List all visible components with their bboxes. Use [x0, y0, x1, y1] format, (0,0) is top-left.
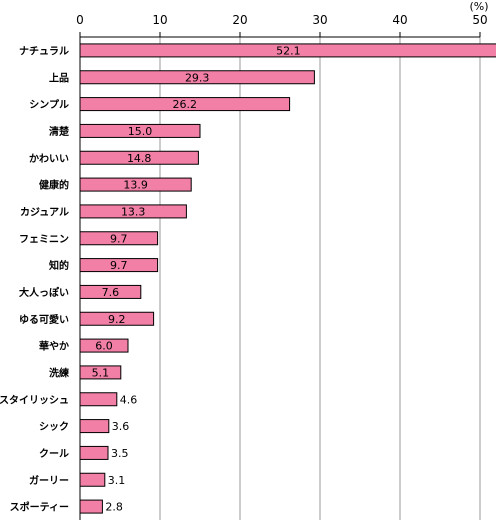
value-label: 9.7: [110, 259, 128, 272]
x-tick-label: 50: [472, 13, 487, 27]
bar: [79, 43, 496, 58]
value-label: 7.6: [102, 286, 120, 299]
value-label: 6.0: [95, 340, 113, 353]
bar: [79, 284, 142, 299]
bar: [79, 258, 159, 273]
value-label: 13.9: [123, 179, 148, 192]
value-label: 26.2: [173, 98, 198, 111]
value-label: 5.1: [92, 366, 110, 379]
value-label: 3.1: [108, 474, 126, 487]
bar: [79, 472, 106, 487]
bar: [79, 392, 118, 407]
value-label: 3.6: [112, 420, 130, 433]
x-tick-label: 0: [76, 13, 84, 27]
category-label: クール: [39, 448, 69, 460]
category-labels: ナチュラル上品シンプル清楚かわいい健康的カジュアルフェミニン知的大人っぽいゆる可…: [0, 45, 69, 513]
value-label: 2.8: [105, 501, 123, 514]
bar: [79, 123, 201, 138]
bar: [79, 150, 199, 165]
category-label: シック: [39, 421, 69, 433]
category-label: ゆる可愛い: [19, 313, 69, 326]
category-label: 清楚: [49, 125, 69, 138]
x-axis-ticks: 0 10 20 30 40 50: [76, 13, 487, 27]
bar: [79, 204, 187, 219]
bars: [79, 43, 496, 514]
category-label: 知的: [48, 259, 69, 272]
x-tick-label: 40: [392, 13, 407, 27]
value-label: 9.2: [108, 313, 126, 326]
value-label: 52.1: [276, 44, 301, 57]
category-label: 上品: [49, 71, 69, 84]
value-label: 29.3: [185, 71, 210, 84]
gridlines: [79, 32, 481, 520]
value-label: 15.0: [128, 125, 153, 138]
x-tick-label: 20: [232, 13, 247, 27]
value-label: 13.3: [121, 205, 146, 218]
value-label: 9.7: [110, 232, 128, 245]
value-label: 4.6: [120, 393, 138, 406]
value-label: 14.8: [127, 152, 152, 165]
category-label: シンプル: [29, 98, 69, 111]
bar: [79, 177, 192, 192]
category-label: 華やか: [39, 340, 69, 353]
value-labels: 52.1 29.3 26.2 15.0 14.8 13.9 13.3 9.7 9.7 7.6 9.2…: [92, 44, 301, 513]
category-label: かわいい: [29, 153, 69, 165]
category-label: 大人っぽい: [19, 286, 69, 299]
category-label: 洗練: [49, 366, 69, 379]
bar: [79, 70, 315, 85]
category-label: フェミニン: [19, 233, 69, 245]
bar: [79, 231, 159, 246]
x-tick-label: 30: [312, 13, 327, 27]
value-label: 3.5: [111, 447, 129, 460]
bar: [79, 97, 291, 112]
bar: [79, 365, 122, 380]
category-label: 健康的: [39, 179, 69, 192]
category-label: ナチュラル: [19, 45, 69, 57]
bar: [79, 338, 129, 353]
category-label: カジュアル: [20, 206, 69, 218]
category-label: ガーリー: [29, 474, 69, 487]
unit-label: (%): [469, 0, 488, 13]
bar: [79, 311, 155, 326]
category-label: スタイリッシュ: [0, 394, 69, 406]
bar: [79, 419, 110, 434]
x-tick-label: 10: [152, 13, 167, 27]
category-label: スポーティー: [10, 501, 69, 514]
bar: [79, 499, 103, 514]
bar: [79, 445, 109, 460]
